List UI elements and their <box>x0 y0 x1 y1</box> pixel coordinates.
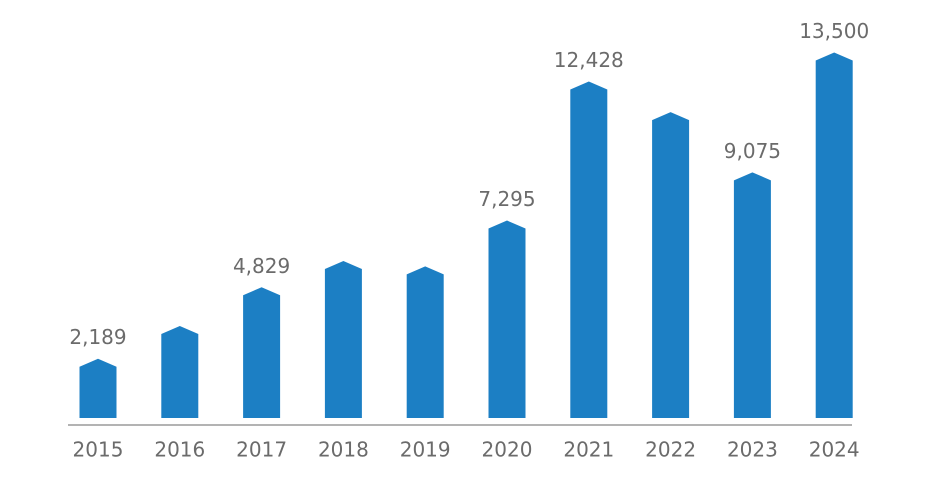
bar <box>815 52 853 419</box>
bar <box>570 81 608 419</box>
bar <box>652 112 690 418</box>
x-tick-label: 2017 <box>236 438 287 462</box>
value-label: 13,500 <box>799 19 869 43</box>
bar <box>406 266 444 418</box>
x-tick-label: 2023 <box>727 438 778 462</box>
x-tick-label: 2021 <box>563 438 614 462</box>
x-tick-label: 2015 <box>73 438 124 462</box>
value-label: 9,075 <box>724 139 781 163</box>
value-label: 4,829 <box>233 254 290 278</box>
bar <box>243 287 281 418</box>
bar <box>488 220 526 418</box>
value-label: 2,189 <box>69 325 126 349</box>
bar <box>161 325 199 418</box>
x-tick-label: 2018 <box>318 438 369 462</box>
x-tick-label: 2016 <box>154 438 205 462</box>
value-label: 12,428 <box>554 48 624 72</box>
x-tick-label: 2022 <box>645 438 696 462</box>
x-tick-label: 2020 <box>482 438 533 462</box>
x-tick-label: 2019 <box>400 438 451 462</box>
value-label: 7,295 <box>478 187 535 211</box>
bar <box>733 172 771 418</box>
bar <box>79 358 117 418</box>
bar <box>324 260 362 418</box>
x-tick-label: 2024 <box>809 438 860 462</box>
